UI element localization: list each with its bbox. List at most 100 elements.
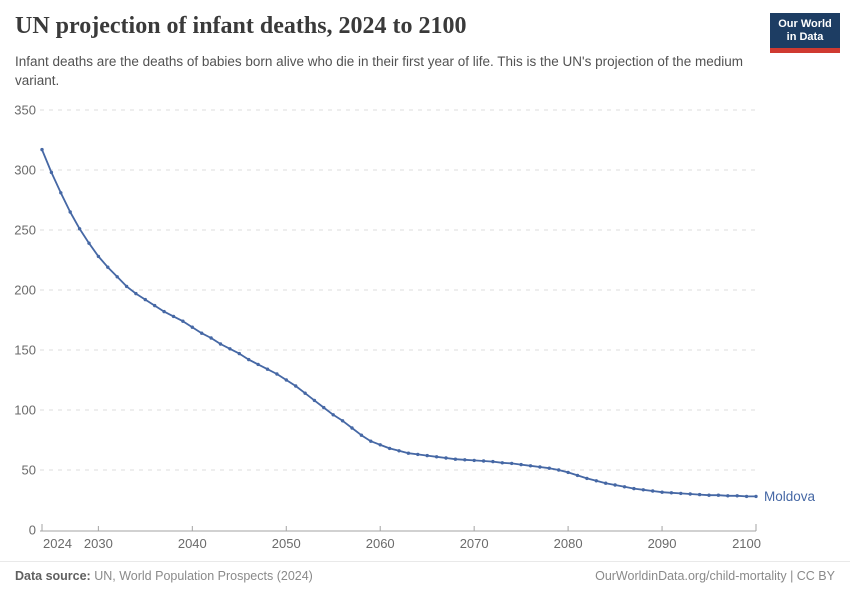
x-axis-tick-label: 2060 xyxy=(366,536,395,551)
data-point-marker xyxy=(134,291,138,296)
data-point-marker xyxy=(200,331,204,335)
y-axis-tick-label: 200 xyxy=(14,283,36,298)
data-point-marker xyxy=(453,457,458,461)
x-axis-tick-label: 2050 xyxy=(272,536,301,551)
data-point-marker xyxy=(613,483,617,487)
y-axis-tick-label: 150 xyxy=(14,343,36,358)
data-point-marker xyxy=(754,494,758,499)
data-point-marker xyxy=(218,342,223,346)
data-point-marker xyxy=(651,489,655,493)
data-point-marker xyxy=(463,458,467,462)
data-point-marker xyxy=(350,426,354,430)
data-point-marker xyxy=(322,405,326,410)
data-point-marker xyxy=(491,459,495,464)
data-point-marker xyxy=(340,419,345,423)
data-source-label: Data source: xyxy=(15,569,91,583)
owid-logo-line2: in Data xyxy=(786,31,824,43)
data-point-marker xyxy=(77,227,82,231)
data-point-marker xyxy=(641,488,645,492)
data-point-marker xyxy=(594,479,598,483)
data-point-marker xyxy=(387,446,392,451)
data-point-marker xyxy=(59,191,63,195)
credit-link[interactable]: OurWorldinData.org/child-mortality | CC … xyxy=(595,569,835,583)
data-point-marker xyxy=(124,284,129,289)
data-point-marker xyxy=(265,367,270,371)
data-point-marker xyxy=(744,494,749,499)
data-point-marker xyxy=(538,465,542,469)
data-point-marker xyxy=(294,384,298,388)
data-point-marker xyxy=(481,459,486,463)
x-axis-tick-label: 2040 xyxy=(178,536,207,551)
x-axis-tick-label: 2024 xyxy=(43,536,72,551)
footer-divider xyxy=(0,561,850,562)
data-point-marker xyxy=(284,378,288,382)
data-point-marker xyxy=(679,491,683,496)
entity-label-moldova[interactable]: Moldova xyxy=(764,489,816,504)
x-axis-tick-label: 2030 xyxy=(84,536,113,551)
data-point-marker xyxy=(716,493,721,497)
data-point-marker xyxy=(190,325,194,329)
owid-logo-line1: Our World xyxy=(778,18,832,30)
data-point-marker xyxy=(247,357,251,362)
data-point-marker xyxy=(510,461,514,466)
data-point-marker xyxy=(106,265,110,269)
data-point-marker xyxy=(566,470,570,475)
data-point-marker xyxy=(209,336,213,340)
data-point-marker xyxy=(237,351,241,356)
y-axis-tick-label: 0 xyxy=(29,523,36,538)
data-point-marker xyxy=(528,464,533,468)
data-point-marker xyxy=(472,458,476,463)
data-point-marker xyxy=(162,309,166,314)
data-point-marker xyxy=(632,486,636,491)
data-source-text: UN, World Population Prospects (2024) xyxy=(94,569,313,583)
x-axis-tick-label: 2080 xyxy=(554,536,583,551)
data-point-marker xyxy=(425,453,429,458)
data-point-marker xyxy=(575,473,580,478)
data-point-marker xyxy=(557,468,561,472)
data-point-marker xyxy=(697,492,702,497)
data-point-marker xyxy=(275,372,279,376)
data-point-marker xyxy=(669,491,674,495)
data-point-marker xyxy=(660,490,664,494)
data-point-marker xyxy=(153,303,157,308)
data-point-marker xyxy=(444,456,448,460)
data-point-marker xyxy=(585,476,589,481)
data-point-marker xyxy=(40,147,44,152)
data-point-marker xyxy=(406,451,411,455)
data-point-marker xyxy=(707,493,711,497)
data-point-marker xyxy=(735,494,739,498)
data-point-marker xyxy=(688,492,692,496)
x-axis-tick-label: 2100 xyxy=(732,536,761,551)
y-axis-tick-label: 50 xyxy=(22,463,36,478)
data-point-marker xyxy=(171,314,176,319)
data-point-marker xyxy=(181,319,185,323)
data-point-marker xyxy=(331,413,335,417)
data-point-marker xyxy=(604,481,608,485)
data-point-marker xyxy=(369,439,373,443)
y-axis-tick-label: 100 xyxy=(14,403,36,418)
data-source: Data source: UN, World Population Prospe… xyxy=(15,569,313,583)
data-point-marker xyxy=(547,466,551,470)
chart-subtitle: Infant deaths are the deaths of babies b… xyxy=(15,54,743,89)
data-point-marker xyxy=(359,433,364,437)
data-point-marker xyxy=(378,443,382,447)
data-point-marker xyxy=(87,241,91,245)
data-point-marker xyxy=(500,461,504,465)
y-axis-tick-label: 250 xyxy=(14,223,36,238)
data-point-marker xyxy=(397,449,401,453)
x-axis-tick-label: 2090 xyxy=(648,536,677,551)
data-point-marker xyxy=(96,254,101,259)
page-title: UN projection of infant deaths, 2024 to … xyxy=(15,13,467,39)
owid-logo[interactable]: Our World in Data xyxy=(770,13,840,53)
data-point-marker xyxy=(312,398,317,403)
data-point-marker xyxy=(416,452,420,457)
moldova-series-line xyxy=(41,148,757,498)
data-point-marker xyxy=(303,391,307,395)
data-point-marker xyxy=(68,210,72,214)
data-point-marker xyxy=(228,347,232,351)
y-axis-tick-label: 350 xyxy=(14,103,36,118)
data-point-marker xyxy=(622,485,627,489)
data-point-marker xyxy=(434,455,439,459)
